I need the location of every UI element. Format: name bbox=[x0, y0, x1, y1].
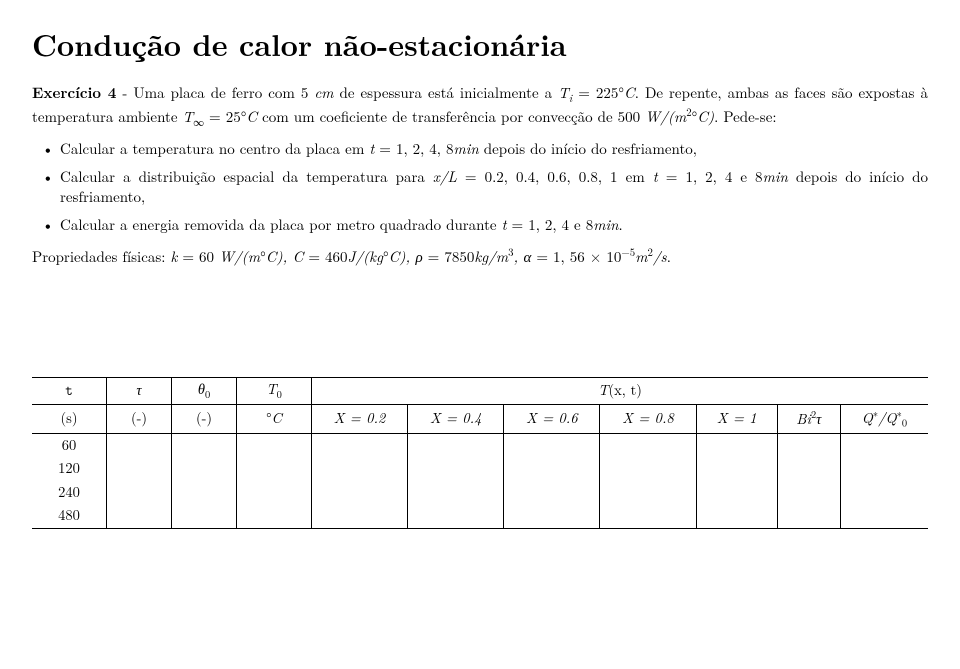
table-row: 480 bbox=[32, 504, 928, 528]
uh-C: C bbox=[272, 408, 282, 428]
cell-t-1: 120 bbox=[32, 457, 107, 481]
exercise-label: Exercício 4 bbox=[32, 82, 116, 103]
page-title: Condução de calor não-estacionária bbox=[32, 24, 928, 65]
conv-unit-pre: W/(m bbox=[645, 106, 686, 127]
table-row: 60 bbox=[32, 433, 928, 457]
uh-Q-sub: 0 bbox=[902, 416, 907, 431]
th-theta-sub: 0 bbox=[205, 387, 210, 402]
bullet-item-1: Calcular a temperatura no centro da plac… bbox=[60, 139, 928, 159]
table-row: 120 bbox=[32, 457, 928, 481]
unit-cm: cm bbox=[314, 82, 333, 103]
k-unit-post: C), C bbox=[266, 246, 304, 267]
results-table-wrap: t τ θ0 T0 T(x, t) (s) (-) (-) C X = 0.2 … bbox=[32, 377, 928, 529]
alpha-unit-post: /s bbox=[653, 246, 667, 267]
k-unit-pre: W/(m bbox=[219, 246, 260, 267]
sub-inf: ∞ bbox=[193, 115, 204, 130]
eq-25: = 25 bbox=[204, 106, 241, 127]
c-eq: = 460 bbox=[303, 246, 347, 267]
uh-X02: X = 0.2 bbox=[334, 408, 386, 428]
uh-X04: X = 0.4 bbox=[430, 408, 482, 428]
intro-text-1: - Uma placa de ferro com 5 bbox=[116, 82, 314, 103]
uh-Q1: Q bbox=[862, 408, 873, 428]
bullet-list: Calcular a temperatura no centro da plac… bbox=[32, 139, 928, 236]
intro-text-4: com um coeficiente de transferência por … bbox=[257, 106, 645, 127]
c-unit-post: C), ρ bbox=[389, 246, 423, 267]
table-header-row-1: t τ θ0 T0 T(x, t) bbox=[32, 377, 928, 404]
intro-text-2: de espessura está inicialmente a bbox=[334, 82, 559, 103]
bullet-item-2: Calcular a distribuição espacial da temp… bbox=[60, 167, 928, 208]
b2-text-b: = 0.2, 0.4, 0.6, 0.8, 1 em bbox=[457, 166, 653, 187]
c-unit-pre: J/(kg bbox=[348, 246, 383, 267]
b3-text-b: = 1, 2, 4 e 8 bbox=[507, 214, 594, 235]
unit-C-1: C bbox=[624, 82, 635, 103]
bullet-item-3: Calcular a energia removida da placa por… bbox=[60, 215, 928, 235]
uh-X1: X = 1 bbox=[717, 408, 757, 428]
b3-text-a: Calcular a energia removida da placa por… bbox=[60, 214, 502, 235]
uh-X06: X = 0.6 bbox=[526, 408, 578, 428]
b2-var-xL: x/L bbox=[433, 166, 457, 187]
var-T: T bbox=[558, 82, 569, 103]
b1-text-a: Calcular a temperatura no centro da plac… bbox=[60, 138, 369, 159]
th-Txt-args: (x, t) bbox=[608, 380, 641, 400]
th-tau: τ bbox=[136, 380, 141, 400]
uh-Bi-tau: τ bbox=[816, 409, 821, 429]
cell-t-3: 480 bbox=[32, 504, 107, 528]
conv-unit-post: C) bbox=[697, 106, 714, 127]
uh-Bi: Bi bbox=[796, 409, 811, 429]
eq-225: = 225 bbox=[572, 82, 618, 103]
results-table: t τ θ0 T0 T(x, t) (s) (-) (-) C X = 0.2 … bbox=[32, 377, 928, 529]
rho-unit-pre: kg/m bbox=[474, 246, 508, 267]
intro-paragraph: Exercício 4 - Uma placa de ferro com 5 c… bbox=[32, 83, 928, 131]
unit-C-2: C bbox=[246, 106, 257, 127]
th-t: t bbox=[65, 380, 73, 400]
cell-t-0: 60 bbox=[32, 433, 107, 457]
alpha-sup: −5 bbox=[621, 245, 635, 260]
props-end: . bbox=[667, 246, 671, 267]
b1-text-b: = 1, 2, 4, 8 bbox=[374, 138, 453, 159]
var-Tinf: T bbox=[183, 106, 194, 127]
b2-text-a: Calcular a distribuição espacial da temp… bbox=[60, 166, 433, 187]
b1-unit-min: min bbox=[453, 138, 478, 159]
k-eq: = 60 bbox=[177, 246, 219, 267]
var-alpha: , α bbox=[514, 246, 532, 267]
th-Txt-T: T bbox=[598, 380, 608, 400]
th-theta: θ bbox=[198, 379, 205, 399]
uh-Q2: /Q bbox=[878, 408, 897, 428]
uh-d1: (-) bbox=[131, 408, 147, 428]
b2-unit-min: min bbox=[763, 166, 788, 187]
props-label: Propriedades físicas: bbox=[32, 246, 170, 267]
b3-unit-min: min bbox=[593, 214, 618, 235]
cell-t-2: 240 bbox=[32, 481, 107, 505]
uh-X08: X = 0.8 bbox=[622, 408, 674, 428]
table-row: 240 bbox=[32, 481, 928, 505]
uh-d2: (-) bbox=[196, 408, 212, 428]
th-T0: T bbox=[266, 379, 276, 399]
alpha-eq: = 1, 56 × 10 bbox=[531, 246, 621, 267]
intro-text-5: . Pede-se: bbox=[714, 106, 776, 127]
properties-paragraph: Propriedades físicas: k = 60 W/(mC), C =… bbox=[32, 246, 928, 267]
b1-text-c: depois do início do resfriamento, bbox=[479, 138, 697, 159]
alpha-unit-pre: m bbox=[635, 246, 647, 267]
rho-eq: = 7850 bbox=[423, 246, 475, 267]
uh-s: (s) bbox=[61, 408, 78, 428]
table-header-row-2: (s) (-) (-) C X = 0.2 X = 0.4 X = 0.6 X … bbox=[32, 404, 928, 433]
th-T0-sub: 0 bbox=[277, 387, 282, 402]
b3-text-c: . bbox=[619, 214, 623, 235]
b2-text-c: = 1, 2, 4 e 8 bbox=[658, 166, 763, 187]
